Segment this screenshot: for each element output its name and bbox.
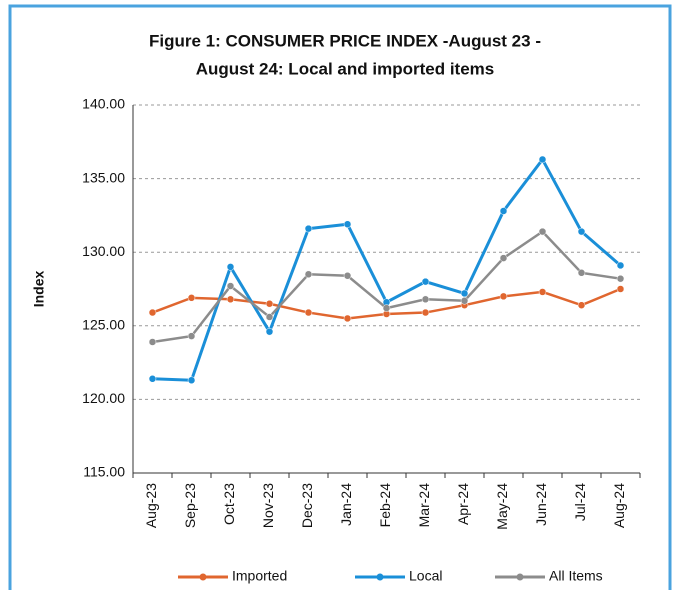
point <box>499 207 508 215</box>
point <box>226 295 235 304</box>
x-tick-label: Jul-24 <box>572 483 588 521</box>
y-tick-label: 135.00 <box>82 169 125 185</box>
x-tick-label: Oct-23 <box>221 483 237 525</box>
y-tick-label: 125.00 <box>82 317 125 333</box>
x-tick-label: Feb-24 <box>377 483 393 528</box>
x-tick-label: Jan-24 <box>338 483 354 526</box>
legend-label: Local <box>409 568 442 584</box>
point <box>265 299 274 308</box>
point <box>187 332 196 340</box>
point <box>226 263 235 271</box>
point <box>343 272 352 280</box>
legend-marker <box>199 573 207 581</box>
point <box>538 155 547 164</box>
point <box>343 220 352 228</box>
y-tick-label: 115.00 <box>83 464 125 480</box>
point <box>265 313 274 321</box>
x-tick-label: Mar-24 <box>416 483 432 528</box>
x-tick-label: Apr-24 <box>455 483 471 525</box>
point <box>148 308 157 317</box>
chart-title: August 24: Local and imported items <box>196 59 495 78</box>
point <box>187 294 196 302</box>
x-tick-label: Dec-23 <box>299 483 315 528</box>
y-tick-label: 140.00 <box>82 96 125 112</box>
point <box>382 304 391 312</box>
x-tick-label: May-24 <box>494 483 510 530</box>
y-axis-label: Index <box>31 271 47 308</box>
point <box>616 274 625 283</box>
point <box>577 269 586 277</box>
point <box>265 327 274 336</box>
point <box>421 295 430 304</box>
x-tick-label: Aug-23 <box>143 483 159 528</box>
x-tick-label: Nov-23 <box>260 483 276 528</box>
chart-title: Figure 1: CONSUMER PRICE INDEX -August 2… <box>149 31 541 50</box>
point <box>460 297 469 305</box>
point <box>421 308 430 317</box>
point <box>538 227 547 236</box>
x-tick-label: Sep-23 <box>182 483 198 528</box>
point <box>304 308 313 317</box>
chart-frame <box>8 4 672 595</box>
point <box>577 227 586 236</box>
point <box>421 277 430 286</box>
point <box>577 301 586 309</box>
point <box>616 261 625 270</box>
x-tick-label: Aug-24 <box>611 483 627 528</box>
legend-marker <box>376 573 384 581</box>
point <box>499 254 508 262</box>
point <box>148 338 157 346</box>
point <box>187 376 196 385</box>
point <box>343 314 352 323</box>
point <box>538 288 547 296</box>
point <box>304 224 313 233</box>
legend-label: All Items <box>549 568 603 584</box>
point <box>304 270 313 279</box>
point <box>226 282 235 290</box>
y-tick-label: 120.00 <box>82 390 125 406</box>
point <box>616 285 625 293</box>
point <box>148 375 157 383</box>
legend-marker <box>516 573 524 581</box>
x-tick-label: Jun-24 <box>533 483 549 526</box>
y-tick-label: 130.00 <box>82 243 125 259</box>
point <box>499 292 508 301</box>
legend-label: Imported <box>232 568 287 584</box>
point <box>460 289 469 298</box>
